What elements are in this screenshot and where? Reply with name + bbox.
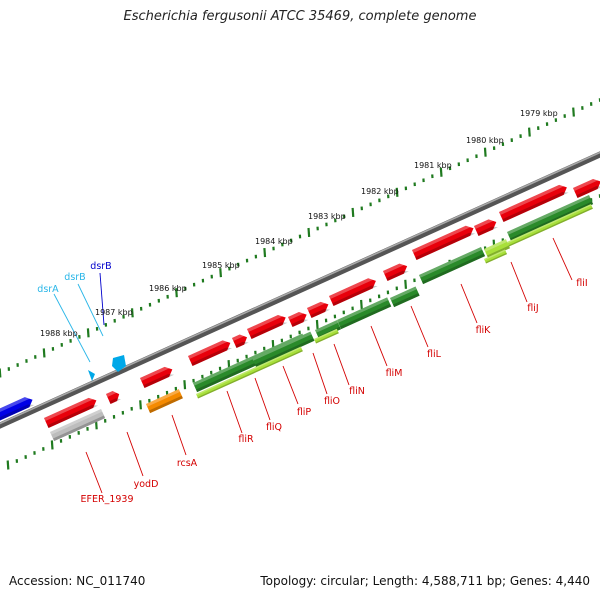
gene-arrow	[307, 301, 331, 319]
cds-subfeature	[484, 249, 508, 264]
genome-backbone	[0, 151, 600, 429]
label-leader-line	[282, 365, 299, 405]
label-leader-line	[85, 451, 103, 494]
kbp-tick-label: 1987 kbp	[95, 308, 133, 317]
srna-marker	[88, 370, 95, 381]
outer-tick-ring	[0, 98, 600, 378]
cds-feature	[337, 297, 392, 330]
gene-arrow	[232, 334, 249, 349]
gene-label: fliL	[427, 349, 442, 360]
label-leader-line	[460, 283, 478, 324]
label-leader-line	[510, 261, 528, 303]
label-leader-line	[126, 431, 144, 477]
cds-subfeature	[314, 328, 339, 344]
srna-marker	[112, 355, 126, 372]
cds-feature	[50, 408, 106, 442]
gene-label: fliN	[349, 386, 365, 397]
kbp-tick-label: 1979 kbp	[520, 109, 558, 118]
gene-arrow	[329, 278, 378, 307]
map-title: Escherichia fergusonii ATCC 35469, compl…	[123, 9, 477, 24]
gene-label: dsrB	[90, 261, 111, 272]
cds-feature	[252, 331, 315, 368]
gene-label: fliR	[238, 434, 254, 445]
label-leader-line	[370, 325, 388, 367]
cds-feature	[507, 194, 594, 242]
kbp-tick-label: 1986 kbp	[149, 284, 187, 293]
label-leader-line	[312, 352, 328, 395]
gene-label: fliM	[386, 368, 403, 379]
gene-label: rcsA	[177, 458, 198, 469]
cds-subfeature	[507, 204, 593, 247]
label-leader-line	[53, 293, 91, 363]
gene-label: fliJ	[527, 303, 538, 314]
cds-feature	[146, 389, 183, 414]
gene-arrow	[499, 184, 569, 223]
kbp-scale: 1979 kbp 1980 kbp 1981 kbp 1982 kbp 1983 kbp…	[40, 109, 558, 338]
gene-label: fliP	[297, 407, 312, 418]
gene-label: fliK	[476, 325, 492, 336]
kbp-tick-label: 1982 kbp	[361, 187, 399, 196]
label-leader-line	[333, 343, 350, 386]
accession-label: Accession: NC_011740	[9, 574, 146, 588]
gene-arrow	[383, 263, 409, 282]
gene-label: yodD	[134, 479, 159, 490]
feature-track	[0, 178, 600, 442]
label-leader-line	[77, 283, 104, 337]
gene-arrow	[573, 178, 600, 199]
genome-summary: Topology: circular; Length: 4,588,711 bp…	[260, 574, 590, 588]
label-leader-line	[226, 390, 243, 434]
gene-label: EFER_1939	[81, 494, 134, 505]
gene-arrow	[140, 366, 175, 389]
gene-label: fliQ	[266, 422, 282, 433]
kbp-tick-label: 1984 kbp	[255, 237, 293, 246]
gene-label: fliI	[576, 278, 587, 289]
kbp-tick-label: 1981 kbp	[414, 161, 452, 170]
gene-arrow	[106, 391, 122, 405]
cds-feature	[419, 247, 486, 285]
gene-arrow-blue	[0, 397, 35, 423]
label-leader-line	[171, 414, 187, 456]
kbp-tick-label: 1980 kbp	[466, 136, 504, 145]
gene-label: dsrB	[64, 272, 85, 283]
gene-arrow	[288, 312, 309, 328]
gene-arrow	[474, 219, 499, 237]
label-leader-line	[552, 237, 573, 281]
label-leader-line	[410, 305, 429, 348]
cds-subfeature	[196, 346, 303, 399]
label-leader-line	[254, 377, 271, 421]
kbp-tick-label: 1983 kbp	[308, 212, 346, 221]
gene-label: fliO	[324, 396, 340, 407]
kbp-tick-label: 1988 kbp	[40, 329, 78, 338]
kbp-tick-label: 1985 kbp	[202, 261, 240, 270]
gene-arrow	[247, 315, 288, 340]
gene-label: dsrA	[37, 284, 59, 295]
label-leader-line	[99, 272, 105, 326]
gene-arrow	[188, 340, 233, 367]
gene-arrow	[412, 225, 476, 261]
cds-feature	[390, 286, 420, 308]
cds-feature	[484, 239, 510, 259]
gene-arrow	[44, 397, 99, 429]
